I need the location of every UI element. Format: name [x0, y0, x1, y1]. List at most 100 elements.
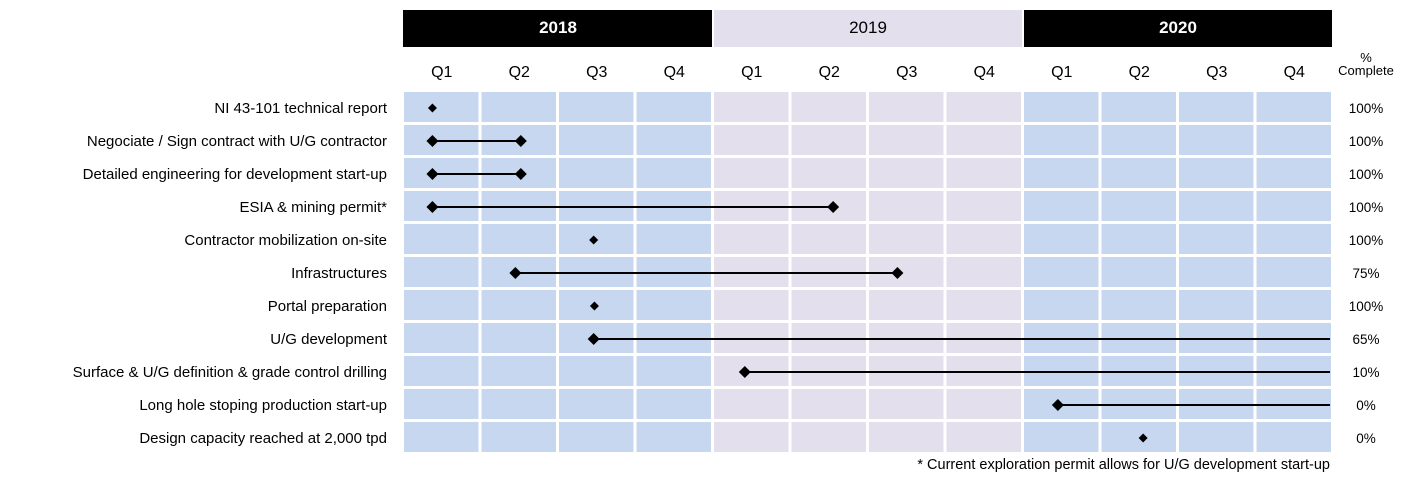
start-milestone-diamond	[589, 235, 599, 245]
quarter-label: Q1	[741, 64, 762, 81]
quarter-label: Q4	[974, 64, 995, 81]
start-milestone-diamond	[589, 301, 599, 311]
grid-cell	[946, 158, 1021, 188]
year-header-2018	[403, 10, 712, 47]
grid-cell	[869, 191, 944, 221]
quarter-label: Q2	[509, 64, 530, 81]
grid-cell	[1101, 257, 1176, 287]
grid-cell	[714, 125, 789, 155]
grid-cell	[946, 257, 1021, 287]
grid-cell	[636, 356, 711, 386]
grid-cell	[404, 92, 479, 122]
quarter-label: Q3	[586, 64, 607, 81]
grid-cell	[1024, 422, 1099, 452]
grid-cell	[1179, 290, 1254, 320]
grid-cell	[1179, 257, 1254, 287]
grid-cell	[791, 125, 866, 155]
grid-cell	[1101, 290, 1176, 320]
grid-cell	[481, 92, 556, 122]
grid-cell	[559, 92, 634, 122]
grid-cell	[1179, 191, 1254, 221]
grid-cell	[481, 224, 556, 254]
quarter-label: Q2	[1129, 64, 1150, 81]
grid-cell	[1101, 224, 1176, 254]
grid-cell	[1256, 125, 1331, 155]
percent-complete-value: 0%	[1356, 431, 1376, 446]
grid-cell	[869, 389, 944, 419]
quarter-labels: Q1 Q2 Q3 Q4 Q1 Q2 Q3 Q4 Q1 Q2 Q3 Q4	[431, 64, 1305, 81]
grid-cell	[1179, 125, 1254, 155]
task-label: NI 43-101 technical report	[214, 100, 387, 117]
grid-cell	[404, 422, 479, 452]
start-milestone-diamond	[1138, 433, 1148, 443]
grid-cell	[636, 92, 711, 122]
grid-cell	[714, 422, 789, 452]
quarter-label: Q2	[819, 64, 840, 81]
grid-cell	[559, 422, 634, 452]
percent-complete-value: 100%	[1349, 167, 1384, 182]
percent-header-symbol: %	[1360, 50, 1372, 65]
quarter-label: Q4	[664, 64, 685, 81]
grid-cell	[869, 224, 944, 254]
grid-cell	[791, 389, 866, 419]
quarter-label: Q3	[1206, 64, 1227, 81]
grid-cell	[481, 422, 556, 452]
grid-cell	[1101, 158, 1176, 188]
percent-complete-value: 10%	[1352, 365, 1379, 380]
grid-cell	[1024, 158, 1099, 188]
grid-cell	[481, 389, 556, 419]
start-milestone-diamond	[1051, 399, 1064, 411]
task-label: Infrastructures	[291, 265, 387, 282]
end-milestone-diamond	[514, 135, 527, 147]
grid-cell	[869, 422, 944, 452]
grid-cell	[714, 158, 789, 188]
percent-complete-value: 75%	[1352, 266, 1379, 281]
grid-cell	[946, 125, 1021, 155]
grid-cell	[404, 257, 479, 287]
grid-cell	[714, 389, 789, 419]
grid-cell	[946, 224, 1021, 254]
start-milestone-diamond	[426, 201, 439, 213]
footnote: * Current exploration permit allows for …	[917, 457, 1330, 473]
grid-cell	[791, 422, 866, 452]
task-labels: NI 43-101 technical report Negociate / Si…	[73, 100, 388, 447]
end-milestone-diamond	[891, 267, 904, 279]
grid-cell	[1179, 158, 1254, 188]
grid-cell	[714, 224, 789, 254]
task-label: Surface & U/G definition & grade control…	[73, 364, 387, 381]
grid-cell	[946, 92, 1021, 122]
percent-complete-value: 100%	[1349, 134, 1384, 149]
grid-cell	[791, 224, 866, 254]
grid-cell	[1256, 158, 1331, 188]
grid-cell	[791, 92, 866, 122]
quarter-label: Q1	[431, 64, 452, 81]
task-label: Portal preparation	[268, 298, 387, 315]
grid-cell	[636, 290, 711, 320]
grid-cell	[869, 290, 944, 320]
end-milestone-diamond	[827, 201, 840, 213]
grid-cell	[1101, 125, 1176, 155]
year-headers: 2018 2019 2020	[403, 10, 1332, 47]
grid-cell	[404, 224, 479, 254]
start-milestone-diamond	[427, 103, 437, 113]
grid-cell	[946, 191, 1021, 221]
grid-cell	[1256, 191, 1331, 221]
grid-cell	[636, 422, 711, 452]
quarter-label: Q1	[1051, 64, 1072, 81]
percent-complete-column: %Complete 100% 100% 100% 100% 100% 75% 100% 65% 1…	[1338, 50, 1394, 446]
grid-cell	[404, 356, 479, 386]
grid-cell	[1101, 191, 1176, 221]
grid-cell	[1024, 92, 1099, 122]
start-milestone-diamond	[426, 168, 439, 180]
grid-cell	[481, 290, 556, 320]
grid-cell	[1101, 422, 1176, 452]
percent-complete-value: 100%	[1349, 233, 1384, 248]
grid-cell	[946, 290, 1021, 320]
grid-cell	[1101, 92, 1176, 122]
milestone-lines	[426, 103, 1330, 443]
grid-cell	[636, 389, 711, 419]
grid-cell	[404, 389, 479, 419]
grid-cell	[869, 158, 944, 188]
grid-cell	[791, 290, 866, 320]
percent-complete-value: 100%	[1349, 299, 1384, 314]
